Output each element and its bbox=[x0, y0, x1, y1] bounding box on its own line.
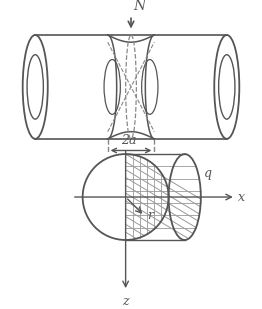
Text: r: r bbox=[147, 210, 153, 222]
Text: q: q bbox=[204, 167, 212, 180]
Text: x: x bbox=[238, 191, 245, 204]
Text: N: N bbox=[133, 0, 145, 13]
Text: 2a: 2a bbox=[122, 134, 137, 147]
Text: z: z bbox=[122, 295, 129, 308]
